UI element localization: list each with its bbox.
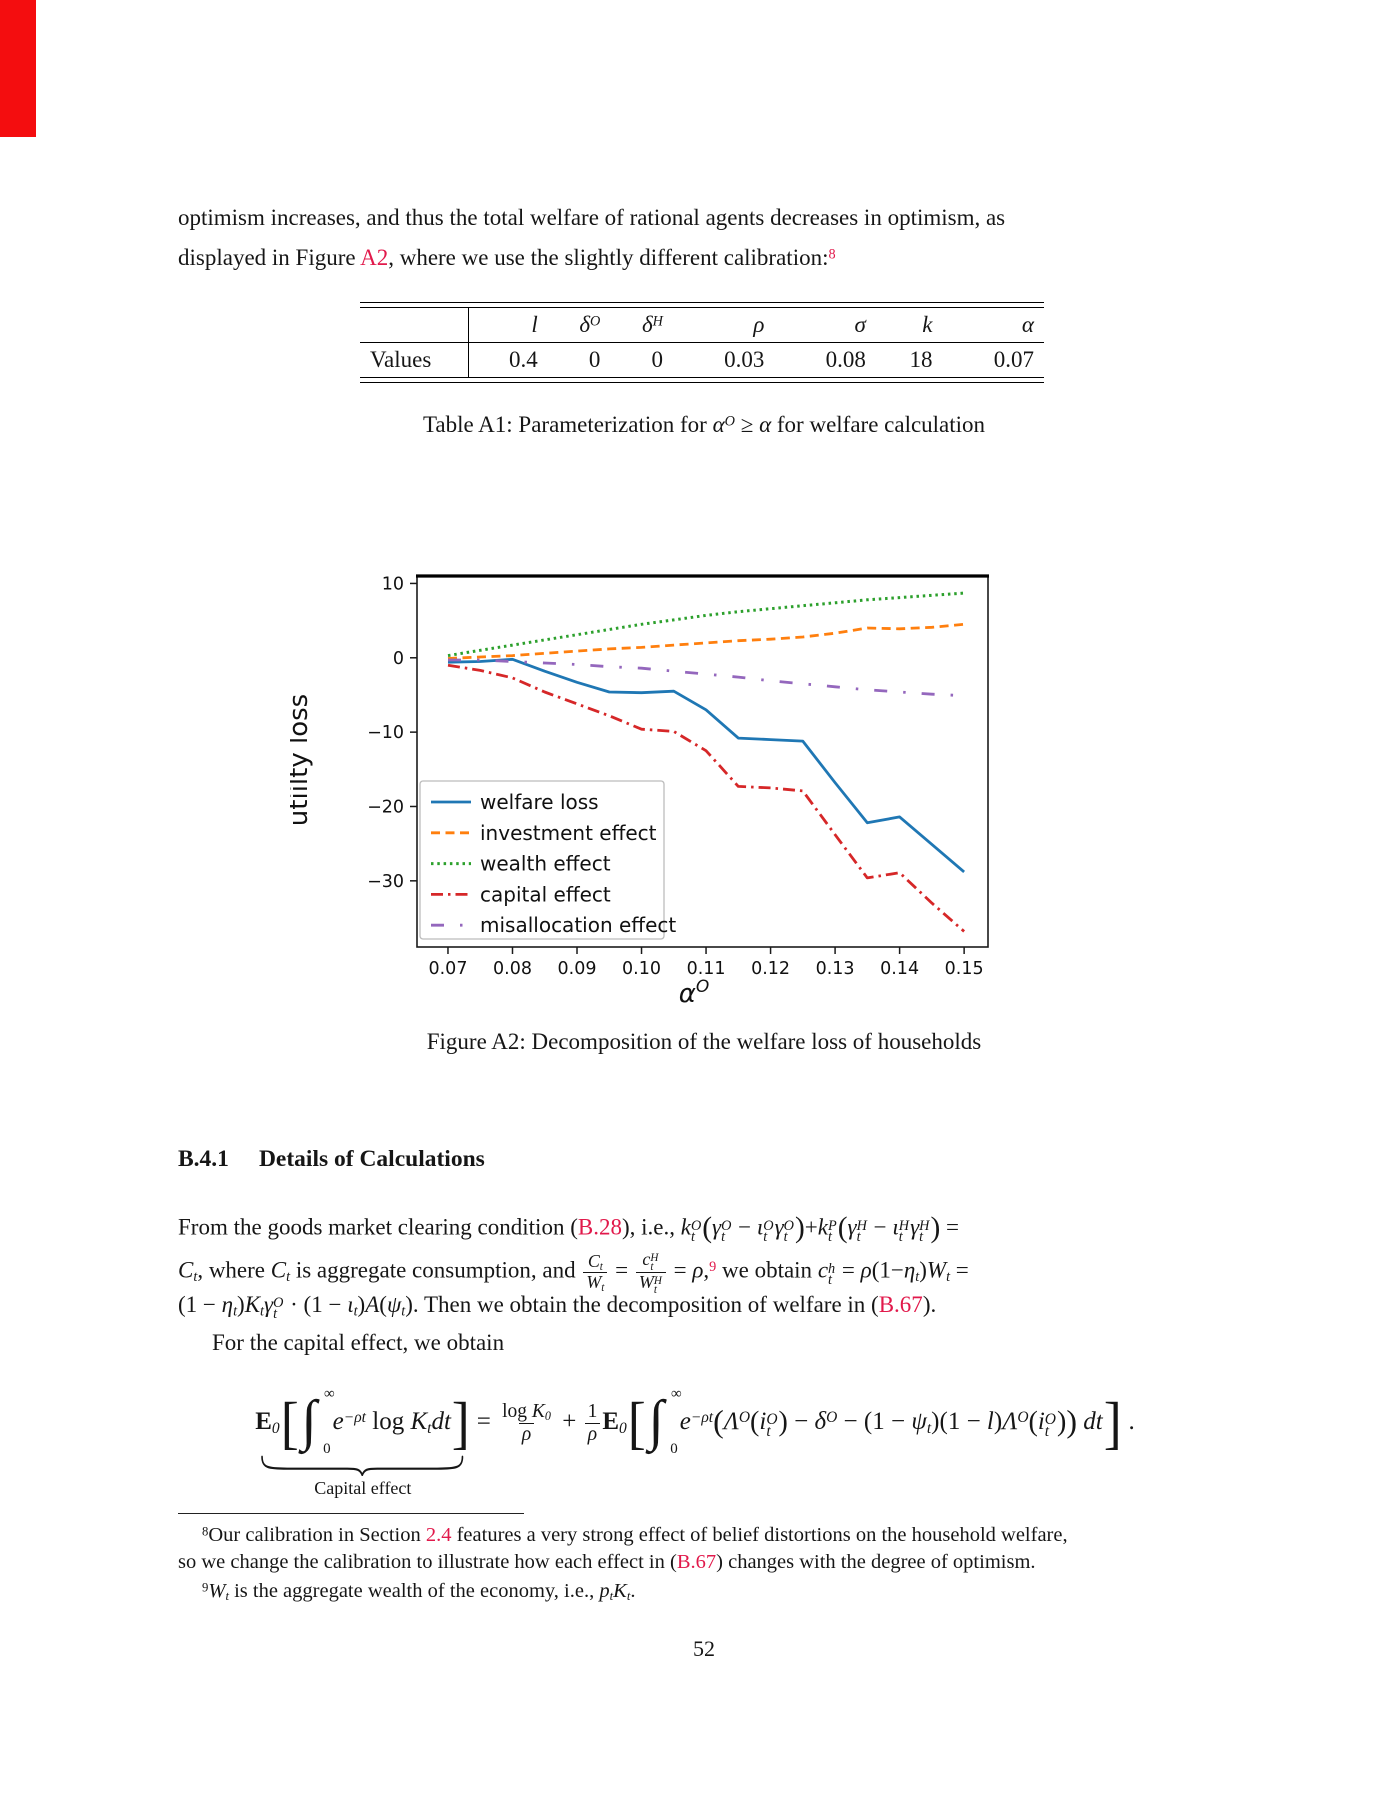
svg-text:−10: −10 bbox=[367, 723, 404, 743]
table-a1-grid: l δO δH ρ σ k α Values 0.4 0 0 0.03 0.08… bbox=[360, 308, 1044, 377]
svg-text:0: 0 bbox=[393, 649, 404, 669]
footnote-rule bbox=[178, 1513, 524, 1514]
body-line-4: For the capital effect, we obtain bbox=[212, 1330, 505, 1355]
page-number: 52 bbox=[693, 1636, 715, 1661]
figure-a2-chart: 0.07 0.08 0.09 0.10 0.11 0.12 0.13 0.14 0.15 10 0 −… bbox=[290, 574, 989, 1009]
ref-link[interactable]: A2 bbox=[360, 245, 389, 270]
body-line-1: From the goods market clearing condition… bbox=[178, 1212, 959, 1245]
svg-text:welfare loss: welfare loss bbox=[480, 790, 599, 814]
svg-text:investment effect: investment effect bbox=[480, 821, 657, 845]
footnote-8-line-2: so we change the calibration to illustra… bbox=[178, 1551, 1036, 1573]
ref-link[interactable]: B.28 bbox=[577, 1214, 622, 1240]
ref-link[interactable]: 2.4 bbox=[425, 1524, 452, 1546]
figure-caption: Figure A2: Decomposition of the welfare … bbox=[426, 1029, 982, 1054]
footnote-8-line-1: 8Our calibration in Section 2.4 features… bbox=[202, 1524, 1068, 1546]
equation-lhs: E0[∫ ∞ 0 e−ρt log Ktdt] Capital effect bbox=[255, 1386, 470, 1498]
svg-text:0.15: 0.15 bbox=[945, 959, 984, 979]
svg-text:0.13: 0.13 bbox=[816, 959, 855, 979]
svg-text:0.12: 0.12 bbox=[751, 959, 790, 979]
intro-line-2: displayed in Figure A2, where we use the… bbox=[178, 245, 836, 270]
svg-text:capital effect: capital effect bbox=[480, 882, 611, 906]
intro-paragraph: optimism increases, and thus the total w… bbox=[178, 198, 1234, 278]
footnote-ref[interactable]: 9 bbox=[709, 1259, 717, 1276]
ref-link[interactable]: B.67 bbox=[676, 1551, 717, 1573]
ref-link[interactable]: B.67 bbox=[878, 1292, 923, 1317]
svg-text:0.10: 0.10 bbox=[622, 959, 661, 979]
intro-line-1: optimism increases, and thus the total w… bbox=[178, 205, 1006, 230]
table-rule-top bbox=[360, 302, 1044, 308]
svg-text:0.11: 0.11 bbox=[687, 959, 726, 979]
display-equation: E0[∫ ∞ 0 e−ρt log Ktdt] Capital effect = lo… bbox=[110, 1386, 1280, 1498]
svg-text:utiilty loss: utiilty loss bbox=[290, 694, 314, 826]
svg-text:0.14: 0.14 bbox=[880, 959, 919, 979]
svg-text:αO: αO bbox=[679, 977, 710, 1009]
svg-text:10: 10 bbox=[382, 574, 404, 594]
table-a1: l δO δH ρ σ k α Values 0.4 0 0 0.03 0.08… bbox=[360, 302, 1044, 383]
svg-text:−30: −30 bbox=[367, 872, 404, 892]
section-number: B.4.1 bbox=[178, 1146, 229, 1172]
underbrace-label: Capital effect bbox=[314, 1478, 412, 1498]
underbrace bbox=[260, 1454, 465, 1476]
table-header-row: l δO δH ρ σ k α bbox=[360, 308, 1044, 343]
section-heading: B.4.1 Details of Calculations bbox=[178, 1146, 485, 1173]
svg-text:0.08: 0.08 bbox=[493, 959, 532, 979]
svg-text:0.07: 0.07 bbox=[428, 959, 467, 979]
body-line-2: Ct, where Ct is aggregate consumption, a… bbox=[178, 1249, 969, 1296]
table-rule-bottom bbox=[360, 377, 1044, 383]
svg-text:−20: −20 bbox=[367, 797, 404, 817]
table-values-row: Values 0.4 0 0 0.03 0.08 18 0.07 bbox=[360, 342, 1044, 377]
table-caption: Table A1: Parameterization for αO ≥ α fo… bbox=[422, 412, 986, 437]
footnote-9: 9Wt is the aggregate wealth of the econo… bbox=[202, 1580, 636, 1604]
section-title: Details of Calculations bbox=[258, 1146, 485, 1172]
svg-text:wealth effect: wealth effect bbox=[480, 852, 611, 876]
svg-text:0.09: 0.09 bbox=[558, 959, 597, 979]
footnote-ref[interactable]: 8 bbox=[828, 246, 836, 263]
pdf-artifact-bar bbox=[0, 0, 36, 137]
svg-text:misallocation effect: misallocation effect bbox=[480, 913, 676, 937]
